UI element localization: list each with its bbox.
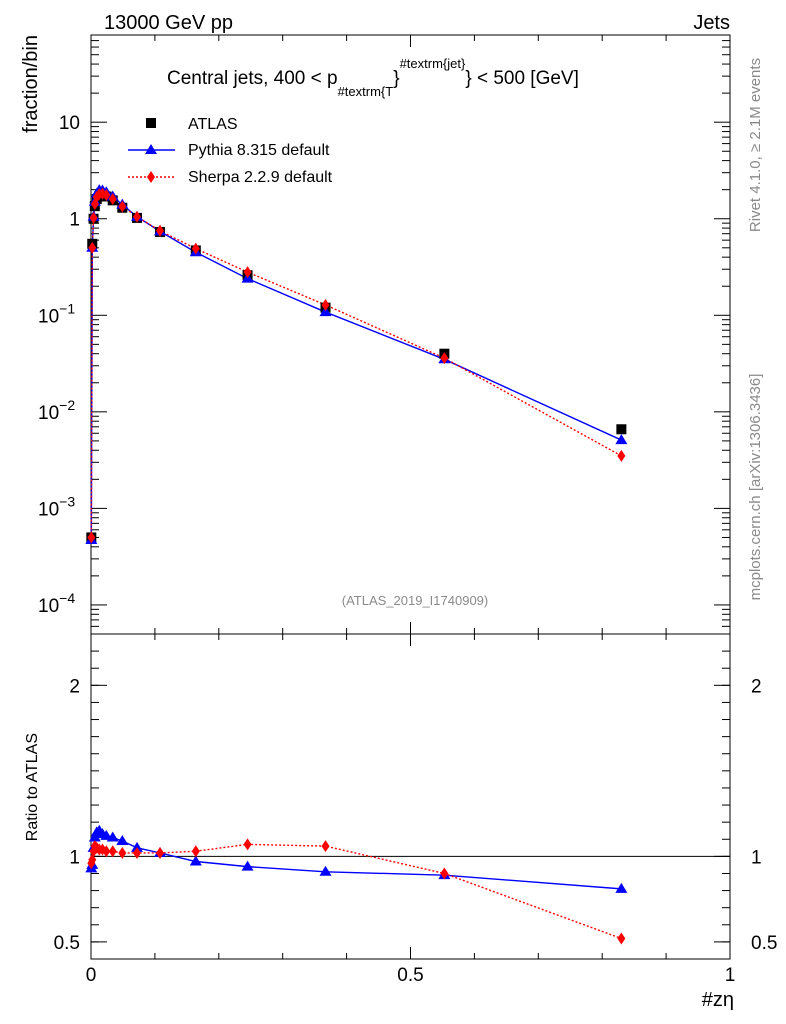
data-point-sherpa [118,200,127,213]
data-point-sherpa [88,241,97,254]
ratio-y-axis-label: Ratio to ATLAS [24,733,41,841]
chart-title: Central jets, 400 < p#textrm{T}#textrm{j… [167,56,579,99]
ratio-point-sherpa [118,846,127,859]
ratio-point-pythia [116,834,129,845]
data-point-sherpa [191,242,200,255]
ratio-y-tick-label: 1 [69,847,80,868]
data-point-sherpa [156,224,165,237]
data-point-sherpa [321,298,330,311]
ratio-point-sherpa [102,845,111,858]
side-label-upper: Rivet 4.1.0, ≥ 2.1M events [747,58,764,232]
series-line-sherpa [90,192,622,538]
ratio-point-sherpa [440,867,449,880]
ratio-y-tick-label-right: 1 [751,847,762,868]
ratio-point-sherpa [321,840,330,853]
ratio-y-tick-label-right: 0.5 [751,933,777,954]
ratio-y-tick-label: 2 [69,676,80,697]
ratio-point-sherpa [617,932,626,945]
ratio-point-sherpa [156,846,165,859]
x-axis-label: #zη [702,989,734,1011]
x-tick-label: 0.5 [397,965,423,986]
data-point-sherpa [87,531,96,544]
y-tick-label: 10−2 [38,397,75,424]
ratio-point-sherpa [88,853,97,866]
ratio-series-layer [85,824,628,945]
ratio-point-pythia [615,882,628,893]
ratio-point-pythia [189,855,202,866]
legend-marker-sherpa [147,171,155,183]
y-tick-label: 10 [59,113,80,134]
ratio-line-pythia [90,829,622,890]
series-line-pythia [90,189,622,541]
data-point-atlas [616,424,627,435]
y-tick-label: 10−1 [38,300,75,327]
legend: ATLAS Pythia 8.315 default Sherpa 2.2.9 … [128,116,333,186]
data-point-sherpa [108,193,117,206]
title-prefix: Central jets, 400 < p [167,68,338,89]
header-left: 13000 GeV pp [104,12,233,34]
y-tick-label: 10−3 [38,493,75,520]
main-plot-frame [90,34,731,635]
series-layer [85,184,628,545]
y-axis-label: fraction/bin [20,35,42,133]
data-point-sherpa [617,449,626,462]
x-tick-label: 1 [725,965,736,986]
title-brace: } [393,68,399,89]
ratio-point-pythia [131,841,144,852]
header-right: Jets [693,12,730,34]
data-point-sherpa [440,352,449,365]
ratio-y-tick-label-right: 2 [751,676,762,697]
legend-marker-pythia [145,144,157,154]
ratio-point-sherpa [243,838,252,851]
analysis-watermark: (ATLAS_2019_I1740909) [342,593,488,608]
data-point-sherpa [102,189,111,202]
ratio-point-pythia [88,831,101,842]
ratio-point-pythia [241,860,254,871]
legend-label-atlas: ATLAS [188,116,238,133]
ratio-point-sherpa [108,845,117,858]
y-tick-label: 10−4 [38,590,75,617]
legend-label-pythia: Pythia 8.315 default [188,142,330,159]
ratio-point-sherpa [133,846,142,859]
y-tick-label: 1 [69,210,80,231]
data-point-pythia [615,434,628,445]
data-point-pythia [319,306,332,317]
ratio-y-tick-label: 0.5 [54,933,80,954]
legend-label-sherpa: Sherpa 2.2.9 default [188,169,333,186]
title-subscript: #textrm{T [338,84,394,99]
legend-marker-atlas [146,118,156,128]
x-tick-label: 0 [86,965,97,986]
title-suffix: } < 500 [GeV] [465,68,579,89]
data-point-sherpa [243,266,252,279]
data-point-sherpa [133,210,142,223]
ratio-line-sherpa [90,843,622,940]
ratio-point-pythia [319,865,332,876]
ratio-plot-frame [90,633,731,960]
ratio-point-pythia [106,831,119,842]
side-label-lower: mcplots.cern.ch [arXiv:1306.3436] [747,374,764,601]
title-superscript: #textrm{jet} [400,56,466,71]
data-point-sherpa [89,211,98,224]
ratio-point-sherpa [191,845,200,858]
